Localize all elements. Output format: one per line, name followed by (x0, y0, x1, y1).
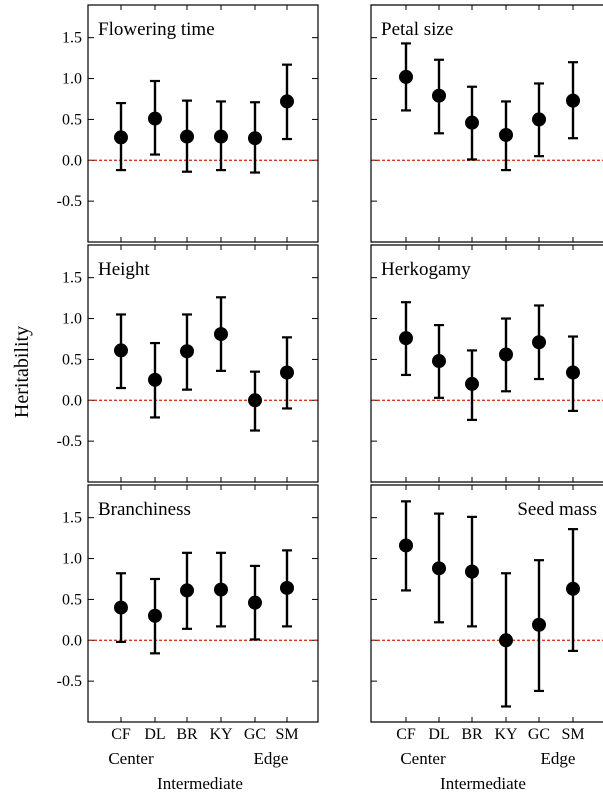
data-point-SM (280, 365, 294, 380)
data-point-GC (248, 595, 262, 610)
panel-5: 1.5 1.0 0.5 0.0 -0.5 Branchiness CF DL BR KY GC SM (57, 484, 319, 743)
x-tick-label-BR: BR (461, 726, 483, 743)
panel-title: Flowering time (98, 19, 215, 40)
data-point-DL (148, 372, 162, 387)
x-tick-label-KY: KY (494, 726, 518, 743)
data-point-GC (532, 335, 546, 350)
panel-2: Petal size (370, 4, 603, 243)
data-point-DL (148, 608, 162, 623)
y-tick-label: 0.5 (62, 111, 82, 128)
panel-frame (370, 484, 603, 723)
data-point-CF (114, 130, 128, 145)
x-tick-label-DL: DL (428, 726, 449, 743)
y-tick-label: -0.5 (57, 673, 82, 690)
panel-frame (370, 4, 603, 243)
data-point-SM (566, 93, 580, 108)
y-tick-label: -0.5 (57, 193, 82, 210)
group-label-center-left: Center (108, 749, 154, 768)
y-tick-label: 0.5 (62, 591, 82, 608)
panel-1: 1.5 1.0 0.5 0.0 -0.5 Flowering time (57, 4, 319, 243)
data-point-GC (248, 393, 262, 408)
data-point-DL (432, 561, 446, 576)
x-tick-label-GC: GC (244, 726, 266, 743)
group-label-intermediate-right: Intermediate (440, 774, 526, 793)
data-point-CF (114, 343, 128, 358)
panel-title: Seed mass (517, 499, 597, 520)
y-axis-label: Heritability (11, 326, 33, 418)
x-tick-label-GC: GC (528, 726, 550, 743)
y-tick-label: 0.0 (62, 632, 82, 649)
x-tick-label-SM: SM (561, 726, 584, 743)
data-point-KY (214, 582, 228, 597)
panel-6: Seed mass CF DL BR KY GC SM (370, 484, 603, 743)
data-point-GC (532, 112, 546, 127)
x-tick-label-KY: KY (209, 726, 233, 743)
x-tick-label-CF: CF (396, 726, 416, 743)
group-label-center-right: Center (400, 749, 446, 768)
y-tick-label: 1.0 (62, 311, 82, 328)
data-point-BR (465, 564, 479, 579)
data-point-GC (532, 617, 546, 632)
y-tick-label: -0.5 (57, 433, 82, 450)
data-point-KY (499, 347, 513, 362)
y-tick-label: 1.5 (62, 510, 82, 527)
group-label-edge-left: Edge (254, 749, 289, 768)
y-tick-label: 0.0 (62, 392, 82, 409)
data-point-KY (214, 129, 228, 144)
y-tick-label: 1.0 (62, 551, 82, 568)
panel-title: Herkogamy (381, 259, 471, 280)
data-point-DL (432, 354, 446, 369)
data-point-BR (180, 129, 194, 144)
y-tick-label: 1.0 (62, 71, 82, 88)
x-group-labels-left: Center Edge Intermediate (108, 749, 288, 793)
y-tick-label: 0.5 (62, 351, 82, 368)
y-tick-label: 0.0 (62, 152, 82, 169)
panel-4: Herkogamy (370, 244, 603, 483)
panel-frame (370, 244, 603, 483)
data-point-BR (180, 344, 194, 359)
data-point-BR (465, 376, 479, 391)
y-tick-label: 1.5 (62, 30, 82, 47)
panel-frame (87, 484, 319, 723)
panel-title: Height (98, 259, 150, 280)
panel-3: 1.5 1.0 0.5 0.0 -0.5 Height (57, 244, 319, 483)
data-point-BR (180, 583, 194, 598)
data-point-KY (214, 327, 228, 342)
y-tick-label: 1.5 (62, 270, 82, 287)
data-point-SM (280, 580, 294, 595)
panel-title: Branchiness (98, 499, 191, 520)
data-point-CF (399, 331, 413, 346)
data-point-CF (399, 538, 413, 553)
panels-group: 1.5 1.0 0.5 0.0 -0.5 Flowering time Petal size… (57, 4, 603, 743)
x-tick-label-DL: DL (144, 726, 165, 743)
data-point-KY (499, 127, 513, 142)
group-label-edge-right: Edge (541, 749, 576, 768)
data-point-SM (280, 94, 294, 109)
panel-frame (87, 244, 319, 483)
x-tick-label-BR: BR (176, 726, 198, 743)
panel-title: Petal size (381, 19, 453, 40)
group-label-intermediate-left: Intermediate (157, 774, 243, 793)
data-point-CF (114, 600, 128, 615)
data-point-BR (465, 115, 479, 130)
data-point-SM (566, 365, 580, 380)
panel-frame (87, 4, 319, 243)
data-point-DL (148, 111, 162, 126)
data-point-DL (432, 88, 446, 103)
x-tick-label-SM: SM (275, 726, 298, 743)
data-point-SM (566, 581, 580, 596)
data-point-KY (499, 633, 513, 648)
data-point-GC (248, 131, 262, 146)
x-group-labels-right: Center Edge Intermediate (400, 749, 575, 793)
x-tick-label-CF: CF (111, 726, 131, 743)
data-point-CF (399, 69, 413, 84)
